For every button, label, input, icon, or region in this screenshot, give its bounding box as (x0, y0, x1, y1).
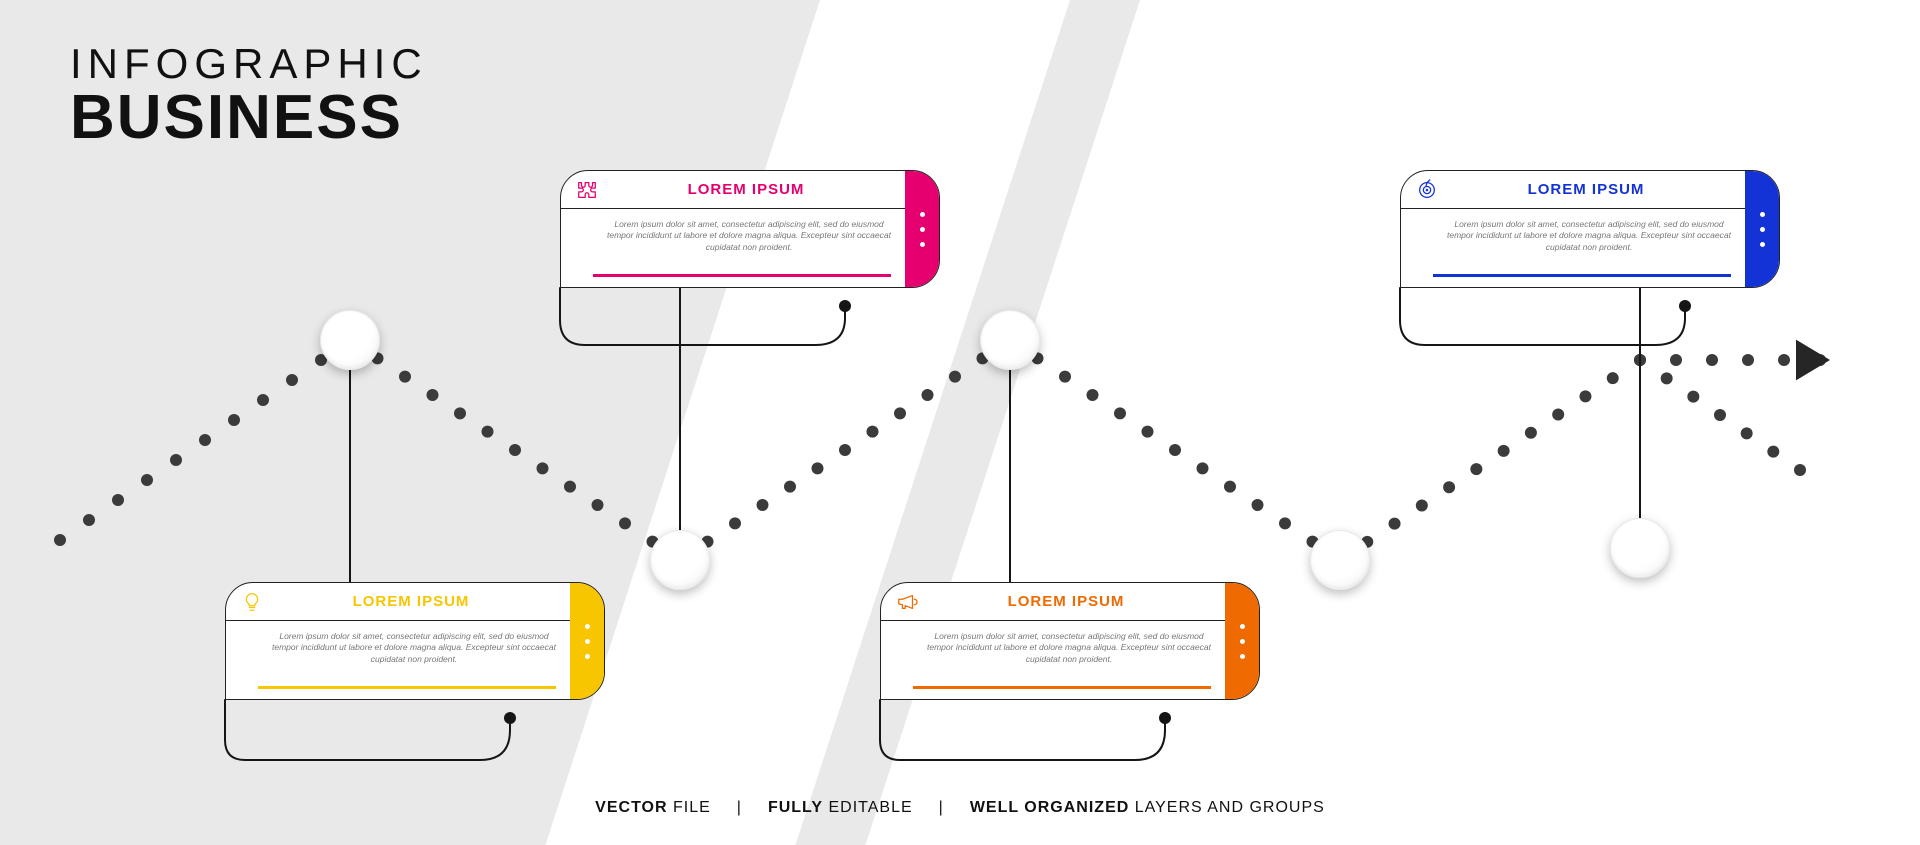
lightbulb-icon (238, 591, 266, 613)
card-title: LOREM IPSUM (1441, 181, 1731, 198)
timeline-node (980, 310, 1040, 370)
card-underline (1433, 274, 1731, 277)
step-card-01: LOREM IPSUM 01 Lorem ipsum dolor sit ame… (225, 582, 605, 700)
puzzle-icon (573, 179, 601, 201)
target-icon (1413, 179, 1441, 201)
card-title: LOREM IPSUM (601, 181, 891, 198)
card-title: LOREM IPSUM (921, 593, 1211, 610)
step-card-04: LOREM IPSUM 04 Lorem ipsum dolor sit ame… (1400, 170, 1780, 288)
title-line2: BUSINESS (70, 82, 428, 153)
card-underline (913, 686, 1211, 689)
step-card-02: LOREM IPSUM 02 Lorem ipsum dolor sit ame… (560, 170, 940, 288)
card-accent-tab (1745, 171, 1779, 287)
title-line1: INFOGRAPHIC (70, 40, 428, 88)
title-block: INFOGRAPHIC BUSINESS (70, 40, 428, 153)
card-underline (593, 274, 891, 277)
timeline-node (1310, 530, 1370, 590)
card-underline (258, 686, 556, 689)
card-accent-tab (1225, 583, 1259, 699)
card-body: Lorem ipsum dolor sit amet, consectetur … (1401, 209, 1779, 265)
megaphone-icon (893, 591, 921, 613)
footer: VECTOR FILE|FULLY EDITABLE|WELL ORGANIZE… (0, 799, 1920, 817)
card-body: Lorem ipsum dolor sit amet, consectetur … (561, 209, 939, 265)
timeline-node (320, 310, 380, 370)
card-body: Lorem ipsum dolor sit amet, consectetur … (226, 621, 604, 677)
step-card-03: LOREM IPSUM 03 Lorem ipsum dolor sit ame… (880, 582, 1260, 700)
card-accent-tab (570, 583, 604, 699)
card-body: Lorem ipsum dolor sit amet, consectetur … (881, 621, 1259, 677)
card-title: LOREM IPSUM (266, 593, 556, 610)
card-accent-tab (905, 171, 939, 287)
timeline-node (1610, 518, 1670, 578)
timeline-node (650, 530, 710, 590)
